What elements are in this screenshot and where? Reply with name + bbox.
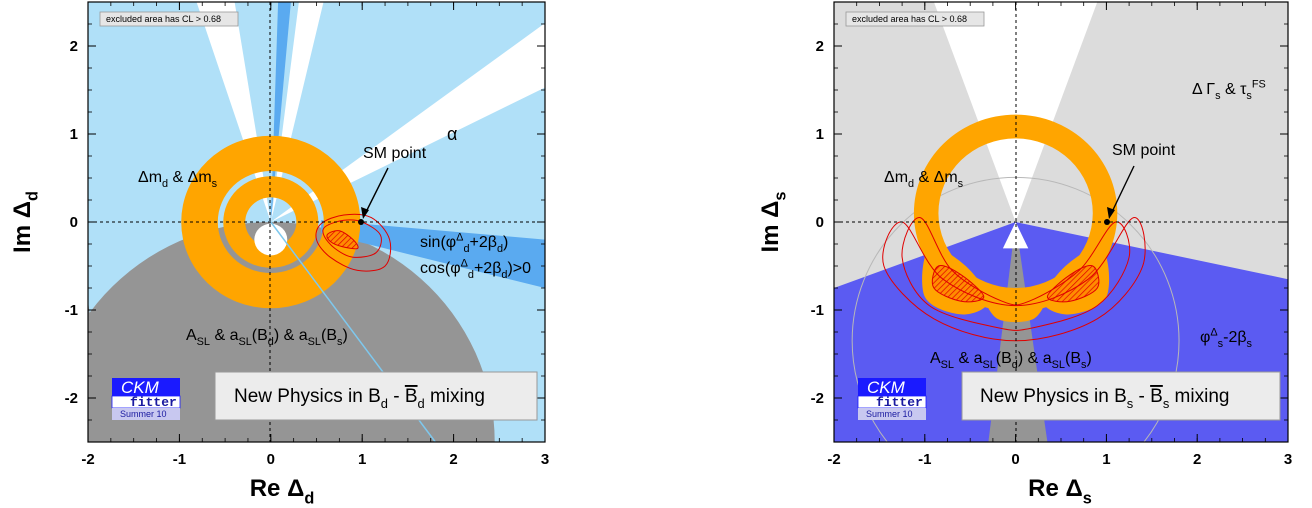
left-annotations: Δmd & Δms α sin(φΔd+2βd)cos(φΔd+2βd)>0 ASL … (138, 124, 531, 348)
right-logo-main: CKM (867, 378, 906, 397)
left-panel: -2 -1 0 1 2 3 -2 -1 0 1 2 excluded area has CL > 0… (9, 1, 549, 508)
left-sm-label: SM point (363, 145, 427, 162)
left-cos-label: cos(φΔd+2βd)>0 (420, 257, 531, 281)
right-plot-area (834, 2, 1288, 442)
left-contour-1 (322, 219, 382, 258)
y-tick-label: -1 (811, 302, 824, 319)
x-tick-label: -1 (918, 451, 931, 468)
right-ckm-logo: CKM fitter Summer 10 (857, 378, 927, 420)
x-tick-label: 2 (1193, 451, 1201, 468)
right-logo-sub: fitter (876, 395, 923, 410)
y-tick-label: 2 (70, 38, 78, 55)
right-y-axis-label: Im Δs (757, 192, 790, 253)
x-tick-label: -2 (81, 451, 94, 468)
x-tick-label: 0 (1011, 451, 1019, 468)
right-white-center-wedge (1002, 222, 1029, 249)
left-ticks: -2 -1 0 1 2 3 -2 -1 0 1 2 (65, 1, 549, 468)
right-phi-label: φΔs-2βs (1200, 326, 1253, 350)
right-ticks: -2 -1 0 1 2 3 -2 -1 0 1 2 (811, 1, 1292, 468)
left-sm-dot (358, 219, 364, 225)
left-x-axis-label: Re Δd (250, 475, 315, 508)
left-logo-sub: fitter (130, 395, 177, 410)
right-contour-2 (882, 217, 1146, 342)
right-panel: -2 -1 0 1 2 3 -2 -1 0 1 2 excluded area has CL > 0… (757, 1, 1292, 508)
left-note-box (99, 11, 239, 27)
left-sm-arrow (364, 167, 389, 215)
right-contour-1 (901, 217, 1131, 331)
right-hatched-left (931, 265, 985, 303)
right-note-box (845, 11, 985, 27)
left-logo-year: Summer 10 (120, 409, 167, 419)
right-sm-arrow (1110, 165, 1135, 215)
right-np-box: New Physics in Bs - Bs mixing (961, 371, 1281, 421)
left-sm-arrowhead (361, 207, 369, 219)
x-tick-label: 1 (1102, 451, 1110, 468)
right-asl-label: ASL & aSL(Bd) & aSL(Bs) (930, 350, 1092, 371)
left-contour-2 (315, 213, 392, 272)
y-tick-label: -2 (65, 390, 78, 407)
right-note-text: excluded area has CL > 0.68 (852, 14, 967, 24)
x-tick-label: 2 (449, 451, 457, 468)
left-logo-main: CKM (121, 378, 160, 397)
right-hatched-right (1046, 265, 1100, 303)
left-note-text: excluded area has CL > 0.68 (106, 14, 221, 24)
x-tick-label: -1 (173, 451, 186, 468)
left-alpha-label: α (447, 124, 457, 144)
x-tick-label: 1 (358, 451, 366, 468)
right-gray-region-left (834, 2, 1016, 293)
left-np-box: New Physics in Bd - Bd mixing (214, 371, 538, 421)
left-y-axis-label: Im Δd (9, 191, 42, 253)
left-blue-band-sin (321, 220, 545, 288)
right-gamma-label: Δ Γs & τsFS (1192, 78, 1266, 102)
right-sm-point: SM point (1104, 142, 1176, 225)
left-sm-point: SM point (358, 145, 427, 225)
y-tick-label: 1 (70, 126, 78, 143)
right-sm-arrowhead (1107, 207, 1115, 219)
right-np-box-text: New Physics in Bs - Bs mixing (980, 386, 1229, 411)
left-orange-ring-outer (181, 135, 361, 309)
x-tick-label: 3 (1284, 451, 1292, 468)
y-tick-label: 2 (816, 38, 824, 55)
x-tick-label: 0 (267, 451, 275, 468)
left-asl-label: ASL & aSL(Bd) & aSL(Bs) (186, 327, 348, 348)
left-sin-label: sin(φΔd+2βd) (420, 231, 508, 255)
right-gray-region-right (1015, 2, 1288, 284)
left-hatched-region (326, 230, 359, 250)
left-white-center-hole (254, 223, 288, 256)
right-logo-year: Summer 10 (866, 409, 913, 419)
left-ckm-logo: CKM fitter Summer 10 (111, 378, 181, 420)
right-dm-label: Δmd & Δms (884, 169, 964, 190)
y-tick-label: 0 (816, 214, 824, 231)
x-tick-label: -2 (827, 451, 840, 468)
left-orange-ring-inner (223, 176, 319, 268)
y-tick-label: 0 (70, 214, 78, 231)
y-tick-label: -2 (811, 390, 824, 407)
right-x-axis-label: Re Δs (1028, 475, 1092, 508)
right-sm-dot (1104, 219, 1110, 225)
right-annotations: Δmd & Δms Δ Γs & τsFS φΔs-2βs ASL & aSL(Bd)… (884, 78, 1266, 371)
y-tick-label: 1 (816, 126, 824, 143)
left-np-box-text: New Physics in Bd - Bd mixing (234, 386, 485, 411)
y-tick-label: -1 (65, 302, 78, 319)
right-sm-label: SM point (1112, 142, 1176, 159)
x-tick-label: 3 (541, 451, 549, 468)
left-dm-label: Δmd & Δms (138, 169, 218, 190)
